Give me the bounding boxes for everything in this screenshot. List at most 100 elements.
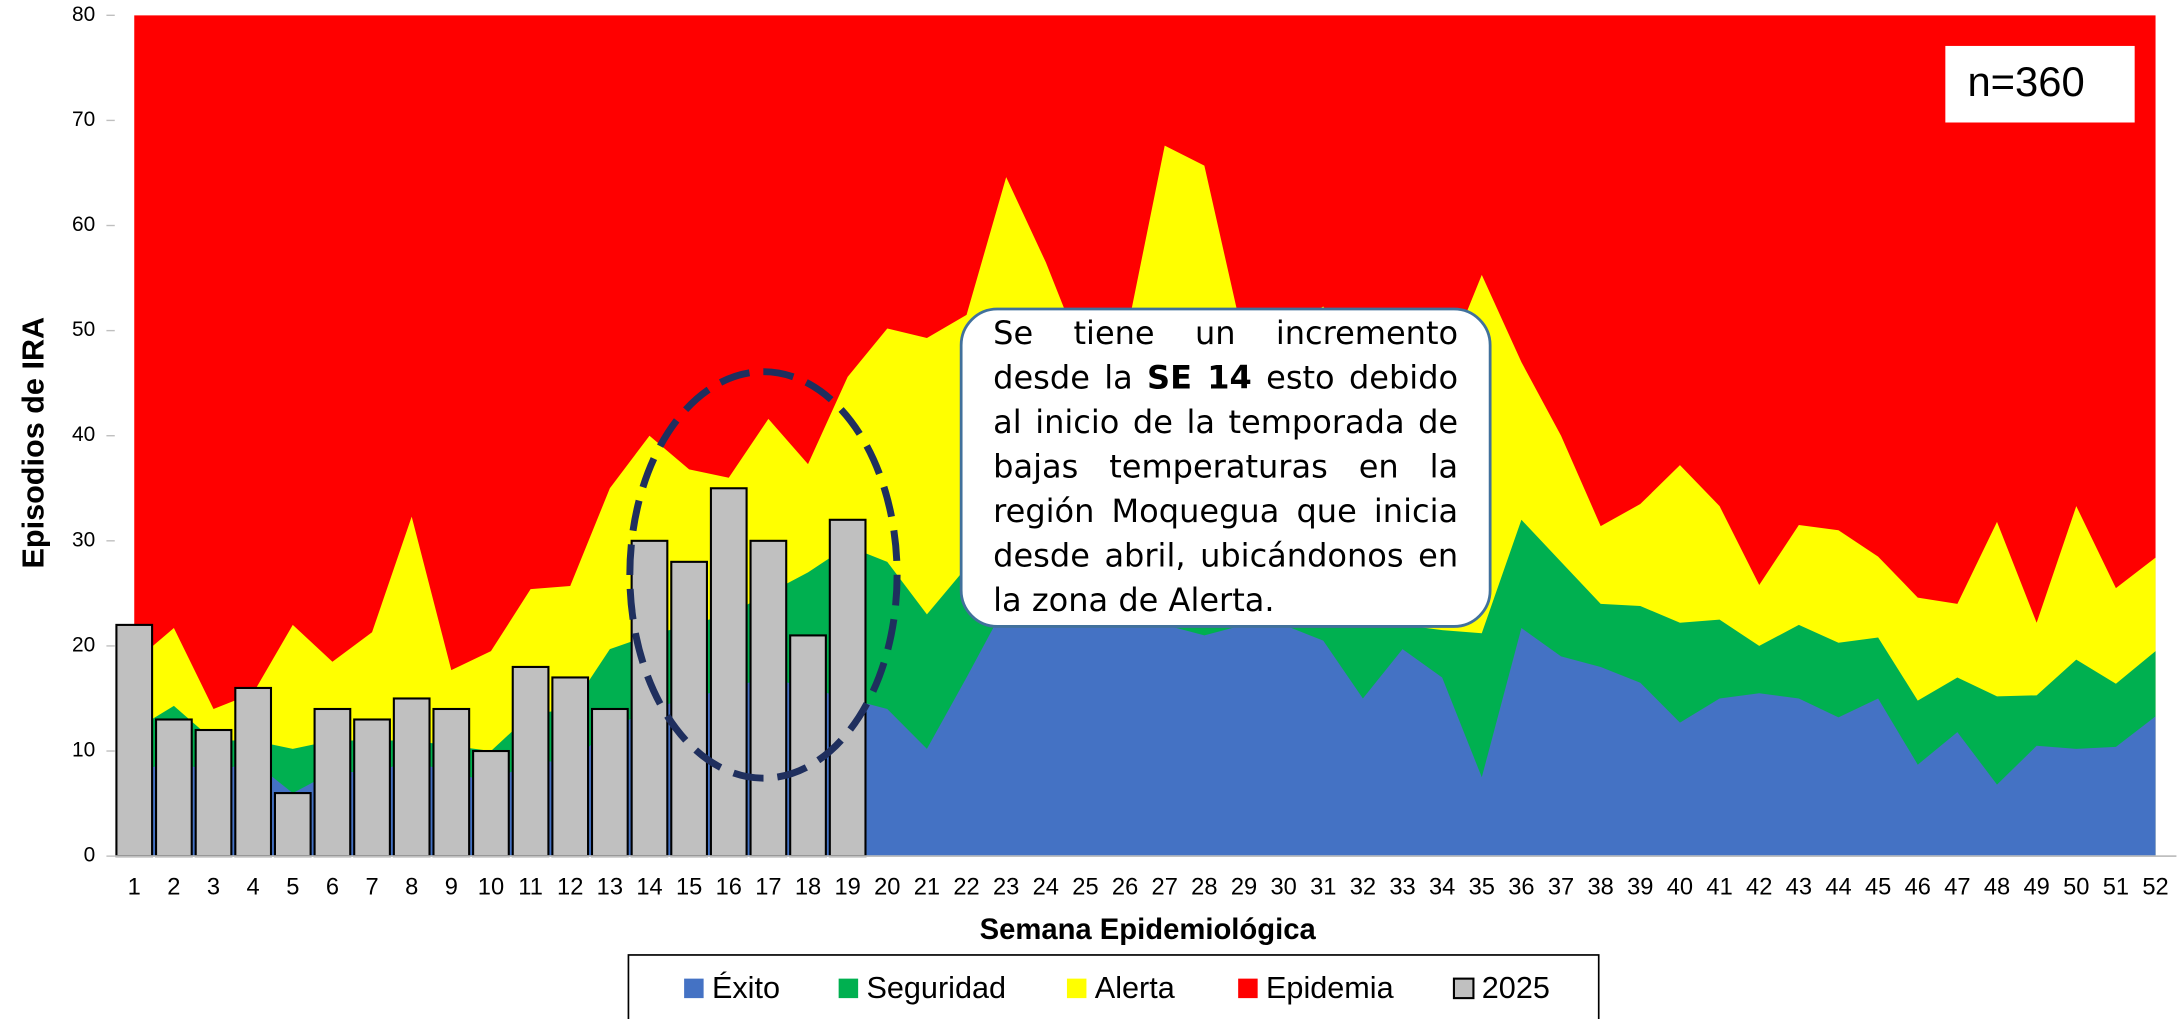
legend: Éxito Seguridad Alerta Epidemia 2025 (684, 970, 1550, 1005)
x-tick-label: 36 (1508, 874, 1534, 900)
x-tick-label: 1 (128, 874, 141, 900)
legend-swatch (1452, 977, 1475, 1000)
x-tick-label: 50 (2063, 874, 2089, 900)
sample-box (1945, 45, 2135, 123)
bar (630, 539, 669, 858)
x-tick-label: 21 (914, 874, 940, 900)
bar (511, 665, 550, 858)
x-tick-label: 47 (1944, 874, 1970, 900)
x-tick-label: 41 (1706, 874, 1732, 900)
x-tick-label: 52 (2142, 874, 2168, 900)
x-tick-label: 27 (1152, 874, 1178, 900)
bar (313, 707, 352, 858)
x-tick-label: 9 (445, 874, 458, 900)
x-tick-label: 45 (1865, 874, 1891, 900)
x-tick-label: 34 (1429, 874, 1455, 900)
x-tick-label: 28 (1191, 874, 1217, 900)
bar (432, 707, 471, 858)
x-tick-label: 38 (1588, 874, 1614, 900)
x-tick-label: 15 (676, 874, 702, 900)
x-tick-label: 32 (1350, 874, 1376, 900)
bar (472, 749, 510, 858)
bar (590, 707, 629, 858)
legend-box (627, 954, 1600, 1019)
x-tick-label: 40 (1667, 874, 1693, 900)
x-tick-label: 48 (1984, 874, 2010, 900)
bar (749, 539, 788, 858)
legend-label: Éxito (712, 970, 780, 1005)
x-tick-label: 26 (1112, 874, 1138, 900)
legend-swatch (838, 978, 859, 999)
x-tick-label: 4 (247, 874, 260, 900)
x-tick-label: 46 (1905, 874, 1931, 900)
x-tick-label: 13 (597, 874, 623, 900)
x-tick-label: 23 (993, 874, 1019, 900)
annotation: Se tiene un incremento desde la SE 14 es… (993, 312, 1458, 624)
x-tick-label: 17 (755, 874, 781, 900)
legend-label: Epidemia (1266, 971, 1395, 1005)
annotation-text: Se tiene un incremento desde la (993, 316, 1459, 397)
x-tick-label: 19 (834, 874, 860, 900)
x-tick-label: 43 (1786, 874, 1812, 900)
x-tick-label: 25 (1072, 874, 1098, 900)
x-tick-label: 2 (167, 874, 180, 900)
annotation-bold: SE 14 (1147, 360, 1252, 397)
y-tick-label: 70 (72, 108, 95, 131)
x-tick-label: 18 (795, 874, 821, 900)
x-tick-label: 5 (286, 874, 299, 900)
bar (194, 728, 233, 858)
x-tick-label: 42 (1746, 874, 1772, 900)
y-tick-label: 60 (72, 213, 95, 236)
y-tick-label: 30 (72, 528, 95, 551)
x-tick-label: 6 (326, 874, 339, 900)
x-tick-label: 30 (1270, 874, 1296, 900)
x-tick-label: 51 (2103, 874, 2129, 900)
x-tick-label: 29 (1231, 874, 1257, 900)
x-tick-label: 49 (2023, 874, 2049, 900)
y-tick-label: 40 (72, 423, 95, 446)
x-tick-label: 37 (1548, 874, 1574, 900)
bar (273, 792, 312, 858)
y-axis-label: Episodios de IRA (17, 317, 51, 569)
annotation-area: Se tiene un incremento desde la SE 14 es… (993, 312, 1458, 624)
bar (353, 718, 391, 858)
legend-swatch (684, 978, 704, 999)
bar (670, 560, 708, 858)
x-tick-label: 14 (636, 874, 662, 900)
x-tick-label: 22 (953, 874, 979, 900)
bar (115, 623, 154, 858)
x-tick-label: 8 (405, 874, 418, 900)
legend-swatch (1238, 978, 1258, 999)
x-tick-label: 44 (1825, 874, 1851, 900)
sample-note: n=360 (1967, 58, 2084, 105)
bar (789, 634, 827, 858)
annotation-box (959, 307, 1492, 628)
y-tick-label: 80 (72, 3, 95, 26)
x-tick-label: 10 (478, 874, 504, 900)
highlight-ellipse (626, 368, 901, 782)
legend-label: Seguridad (866, 971, 1006, 1005)
annotation-text: esto debido al inicio de la temporada de… (993, 360, 1459, 620)
bar (392, 697, 431, 858)
x-tick-label: 3 (207, 874, 220, 900)
x-axis-label: Semana Epidemiológica (980, 914, 1317, 946)
y-tick-label: 10 (72, 739, 95, 762)
bar (155, 718, 193, 858)
y-tick-label: 50 (72, 318, 95, 341)
bar (828, 518, 867, 858)
x-tick-label: 12 (557, 874, 583, 900)
bar (551, 676, 590, 858)
x-tick-label: 39 (1627, 874, 1653, 900)
bar (234, 686, 273, 858)
legend-label: 2025 (1482, 971, 1550, 1005)
legend-swatch (1066, 978, 1087, 999)
x-tick-label: 11 (518, 874, 543, 900)
legend-label: Alerta (1095, 971, 1176, 1005)
x-tick-label: 33 (1389, 874, 1415, 900)
y-tick-label: 0 (84, 844, 96, 867)
y-tick-label: 20 (72, 633, 95, 656)
x-tick-label: 31 (1310, 874, 1336, 900)
bar (709, 487, 748, 858)
